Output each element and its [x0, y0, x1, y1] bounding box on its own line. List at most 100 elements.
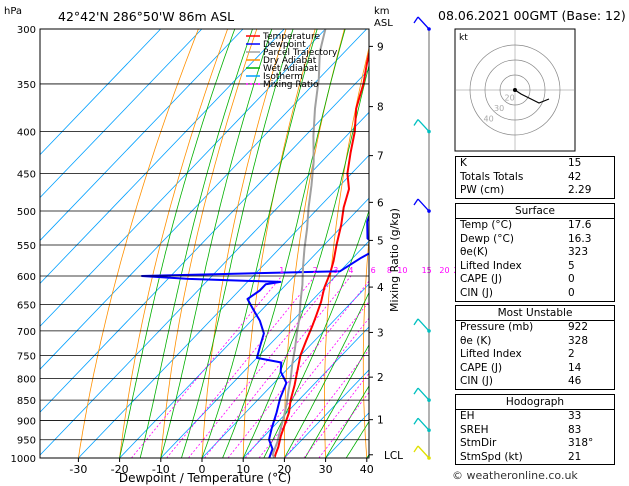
indices-panel: K 15 Totals Totals 42 PW (cm) 2.29	[455, 156, 615, 199]
table-row: CIN (J) 46	[456, 375, 614, 389]
row-value: 33	[568, 410, 582, 422]
row-label: CAPE (J)	[460, 273, 503, 286]
height-tick-label: 8	[377, 102, 384, 114]
row-label: Dewp (°C)	[460, 232, 514, 245]
wind-barb-flag	[413, 119, 419, 126]
dry-adiabat-line	[78, 29, 199, 458]
wet-adiabat-line	[201, 29, 318, 458]
legend-label: Parcel Trajectory	[263, 48, 338, 58]
mixing-ratio-label: 15	[422, 266, 432, 275]
isotherm-line	[40, 29, 285, 284]
surface-panel: Surface Temp (°C) 17.6 Dewp (°C) 16.3 θe(K) 3…	[455, 203, 615, 302]
row-label: K	[460, 157, 467, 169]
height-tick-label: 4	[377, 282, 384, 294]
row-label: Pressure (mb)	[460, 321, 534, 333]
mixing-ratio-line	[188, 275, 337, 458]
temp-tick-label: -10	[152, 463, 170, 476]
hodograph-ring-label: 20	[505, 94, 515, 103]
table-row: Temp (°C) 17.6	[456, 219, 614, 233]
pressure-tick-label: 400	[17, 128, 36, 139]
isotherm-line	[242, 326, 369, 458]
hodograph-panel: Hodograph EH 33 SREH 83 StmDir 318° StmSpd (kt…	[455, 394, 615, 466]
row-value: 83	[568, 423, 582, 436]
dry-adiabat-line	[160, 29, 258, 458]
wind-barb-flag	[413, 318, 419, 326]
table-row: SREH 83	[456, 424, 614, 438]
height-tick-label: 1	[377, 415, 384, 427]
y-axis-title: Mixing Ratio (g/kg)	[388, 208, 401, 312]
wind-barb	[417, 318, 430, 332]
asl-unit-label: ASL	[374, 18, 393, 29]
hodograph-ring-label: 40	[484, 115, 494, 124]
mixing-ratio-line	[284, 349, 369, 458]
x-axis-title: Dewpoint / Temperature (°C)	[119, 471, 291, 485]
mixing-ratio-label: 2	[313, 266, 318, 275]
legend-label: Dry Adiabat	[263, 56, 317, 66]
pressure-tick-label: 650	[17, 301, 36, 312]
height-tick-label: 7	[377, 151, 384, 163]
wind-barb	[417, 417, 430, 431]
height-tick-label: 5	[377, 235, 384, 247]
wind-barb-flag	[413, 417, 419, 425]
isotherm-line	[40, 29, 244, 242]
wind-dot	[427, 456, 431, 460]
row-value: 17.6	[568, 219, 592, 231]
wind-dot	[427, 398, 431, 402]
wind-barb-flag	[413, 198, 419, 206]
row-value: 0	[568, 273, 575, 286]
row-label: θe(K)	[460, 246, 488, 259]
table-row: PW (cm) 2.29	[456, 184, 614, 198]
wet-adiabat-line	[304, 344, 369, 458]
table-row: Lifted Index 2	[456, 348, 614, 362]
row-value: 328	[568, 334, 589, 347]
table-row: Lifted Index 5	[456, 260, 614, 274]
datetime-label: 08.06.2021 00GMT (Base: 12)	[438, 8, 626, 23]
wind-barb-flag	[413, 387, 419, 395]
row-label: CAPE (J)	[460, 361, 503, 374]
pressure-tick-label: 550	[17, 241, 36, 252]
row-label: Temp (°C)	[460, 219, 513, 231]
legend-label: Wet Adiabat	[263, 64, 318, 74]
most-unstable-panel: Most Unstable Pressure (mb) 922 θe (K) 328 L…	[455, 305, 615, 390]
wet-adiabat-line	[325, 385, 369, 458]
isotherm-line	[40, 29, 203, 199]
mixing-ratio-label: 10	[397, 266, 407, 275]
mixing-ratio-label: 20	[439, 266, 449, 275]
height-tick-label: 3	[377, 327, 384, 339]
isotherm-line	[40, 111, 369, 456]
temp-tick-label: 10	[236, 463, 250, 476]
isotherm-line	[78, 154, 369, 458]
wet-adiabat-line	[181, 29, 294, 458]
wet-adiabat-line	[284, 291, 369, 458]
hodograph-title: Hodograph	[456, 395, 614, 410]
wind-dot	[427, 209, 431, 213]
isotherm-line	[160, 240, 369, 458]
isotherm-line	[40, 29, 326, 327]
row-value: 318°	[568, 437, 594, 450]
temp-tick-label: -20	[111, 463, 129, 476]
table-row: K 15	[456, 157, 614, 171]
hodograph-unit: kt	[459, 33, 468, 43]
pressure-tick-label: 850	[17, 396, 36, 407]
wind-barb	[417, 445, 430, 459]
wind-dot	[427, 129, 431, 134]
mixing-ratio-label: 6	[371, 266, 376, 275]
row-label: θe (K)	[460, 334, 492, 347]
hpa-unit-label: hPa	[4, 6, 22, 17]
pressure-tick-label: 950	[17, 436, 36, 447]
hodograph-origin	[513, 88, 517, 92]
row-label: EH	[460, 410, 475, 422]
row-value: 0	[568, 286, 575, 299]
row-value: 2	[568, 348, 575, 361]
table-row: CAPE (J) 0	[456, 273, 614, 287]
pressure-tick-label: 900	[17, 416, 36, 427]
pressure-tick-label: 1000	[11, 454, 36, 465]
row-label: StmSpd (kt)	[460, 450, 523, 463]
temp-tick-label: 0	[199, 463, 206, 476]
row-value: 21	[568, 450, 582, 463]
table-row: StmSpd (kt) 21	[456, 451, 614, 465]
series-line-dewpoint	[140, 213, 369, 458]
height-tick-label: LCL	[384, 450, 403, 462]
pressure-tick-label: 700	[17, 327, 36, 338]
copyright-footer: © weatheronline.co.uk	[452, 469, 578, 482]
